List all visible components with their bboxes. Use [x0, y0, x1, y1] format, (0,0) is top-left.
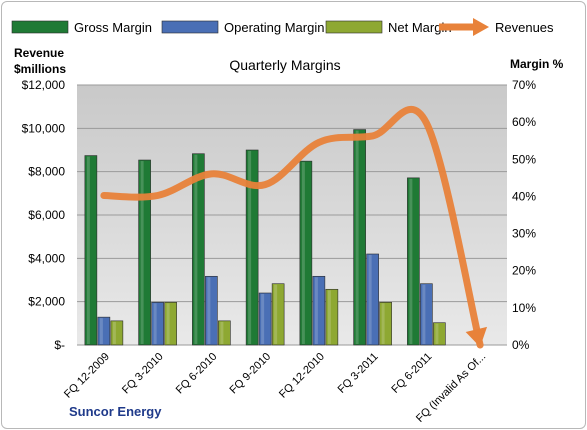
revenues-legend-label: Revenues: [495, 20, 554, 35]
revenues-line-path: [100, 105, 484, 349]
net-margin-bar: [325, 288, 339, 346]
company-label: Suncor Energy: [69, 404, 162, 419]
net-margin-bar: [379, 301, 392, 346]
right-tick-label: 30%: [512, 227, 536, 241]
left-axis-label-line1: Revenue: [14, 46, 64, 60]
gross-margin-legend-swatch: [11, 20, 69, 34]
left-tick-label: $10,000: [22, 121, 66, 135]
chart-title: Quarterly Margins: [229, 57, 340, 73]
left-tick-label: $8,000: [28, 165, 65, 179]
right-tick-label: 50%: [512, 152, 536, 166]
operating-margin-bar-highlight: [207, 277, 211, 344]
left-axis-ticks: $- $2,000 $4,000 $6,000 $8,000 $10,000 $12,000: [22, 78, 66, 352]
right-axis-label: Margin %: [510, 57, 564, 71]
operating-margin-bar-highlight: [368, 255, 372, 344]
left-tick-label: $-: [54, 338, 65, 352]
right-tick-label: 0%: [512, 338, 530, 352]
gross-margin-bar-highlight: [86, 156, 90, 344]
gross-margin-bar-highlight: [194, 154, 198, 344]
left-axis-label-line2: $millions: [14, 62, 66, 76]
right-tick-label: 70%: [512, 78, 536, 92]
gross-margin-bar-highlight: [140, 161, 144, 344]
left-tick-label: $12,000: [22, 78, 66, 92]
right-axis-ticks: 0% 10% 20% 30% 40% 50% 60% 70%: [512, 78, 536, 352]
net-margin-bar-highlight: [166, 303, 170, 344]
revenues-legend-arrow: [473, 18, 489, 36]
gross-margin-bar-highlight: [355, 130, 359, 344]
gross-margin-bar: [192, 153, 205, 346]
operating-margin-bar: [420, 283, 433, 346]
gross-margin-bar-highlight: [248, 151, 252, 344]
operating-margin-bar: [366, 253, 379, 346]
gross-margin-bar-highlight: [301, 162, 305, 344]
net-margin-bar: [218, 320, 231, 346]
category-label: FQ 3-2010: [120, 351, 166, 397]
gross-margin-bar: [138, 159, 151, 346]
category-label: FQ 6-2011: [389, 351, 434, 396]
net-margin-bar: [433, 322, 446, 346]
operating-margin-bar: [205, 275, 218, 346]
gross-margin-bar-highlight: [409, 178, 413, 344]
operating-margin-bar-highlight: [422, 284, 426, 344]
left-tick-label: $6,000: [28, 208, 65, 222]
net-margin-bar-highlight: [327, 290, 331, 344]
left-tick-label: $4,000: [28, 251, 65, 265]
operating-margin-bar-highlight: [153, 303, 157, 344]
revenues-line: [100, 105, 488, 349]
right-tick-label: 10%: [512, 301, 536, 315]
operating-margin-bar: [258, 292, 272, 346]
gross-margin-bar: [245, 149, 259, 346]
right-tick-label: 60%: [512, 115, 536, 129]
legend: Gross Margin Operating Margin Net Margin Re…: [11, 18, 554, 36]
net-margin-bar-highlight: [381, 303, 385, 344]
operating-margin-legend-label: Operating Margin: [224, 20, 324, 35]
revenues-arrowhead: [465, 326, 488, 347]
operating-margin-bar: [97, 316, 111, 346]
net-margin-bar: [271, 283, 285, 346]
bars: [84, 129, 446, 346]
operating-margin-legend-swatch: [161, 20, 219, 34]
operating-margin-bar-highlight: [261, 294, 265, 344]
operating-margin-bar: [312, 275, 326, 346]
net-margin-bar-highlight: [435, 323, 439, 344]
net-margin-bar: [110, 320, 124, 346]
net-margin-bar-highlight: [220, 321, 224, 344]
gross-margin-bar: [84, 155, 98, 346]
gross-margin-bar: [353, 129, 366, 346]
operating-margin-bar-highlight: [99, 318, 103, 344]
net-margin-bar-highlight: [274, 284, 278, 344]
gross-margin-legend-label: Gross Margin: [74, 20, 152, 35]
right-tick-label: 40%: [512, 189, 536, 203]
net-margin-legend-swatch: [325, 20, 383, 34]
category-label: FQ 6-2010: [174, 351, 220, 397]
operating-margin-bar: [151, 301, 164, 346]
right-tick-label: 20%: [512, 264, 536, 278]
category-label: FQ 9-2010: [228, 351, 274, 397]
gross-margin-bar: [299, 160, 313, 346]
left-tick-label: $2,000: [28, 295, 65, 309]
category-label: FQ 3-2011: [336, 351, 381, 396]
category-label: FQ 12-2010: [277, 351, 327, 401]
net-margin-legend-label: Net Margin: [388, 20, 452, 35]
gross-margin-bar: [407, 177, 420, 346]
category-label: FQ 12-2009: [62, 351, 112, 401]
net-margin-bar: [164, 301, 177, 346]
net-margin-bar-highlight: [112, 321, 116, 344]
operating-margin-bar-highlight: [314, 277, 318, 344]
